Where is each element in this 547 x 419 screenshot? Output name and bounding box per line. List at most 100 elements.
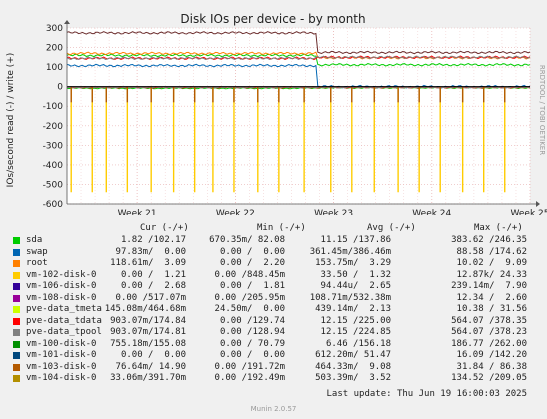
legend-name: vm-102-disk-0 — [26, 269, 97, 280]
y-tick-label: -500 — [43, 180, 64, 190]
y-tick-label: -400 — [43, 161, 64, 171]
legend-min: 0.00 /129.74 — [219, 315, 285, 326]
legend-min: 0.00 /192.49m — [214, 373, 285, 383]
legend-row-pve-data_tpool: pve-data_tpool 903.07m/174.81 0.00 /128.94… — [0, 327, 547, 338]
legend-swatch — [13, 271, 20, 279]
legend-row-root: root 118.61m/ 3.09 0.00 / 2.20 153.75m/ 3.2… — [0, 258, 547, 269]
legend-swatch — [13, 248, 20, 256]
y-tick-label: 300 — [46, 24, 63, 34]
chart: Disk IOs per device - by month IOs/secon… — [6, 12, 547, 215]
legend-min: 24.50m/ 0.00 — [214, 304, 285, 314]
legend-avg: 153.75m/ 3.29 — [315, 258, 391, 268]
legend-max: 383.62 /246.35 — [451, 235, 527, 245]
col-header-cur: Cur (-/+) — [140, 223, 189, 233]
legend-name: vm-103-disk-0 — [26, 361, 97, 372]
legend-cur: 0.00 / 0.00 — [120, 350, 186, 360]
plot-area: 300 200 100 0 -100 -200 -300 -400 -500 -600 Week 2… — [43, 20, 547, 215]
legend-avg: 12.15 /224.85 — [320, 327, 391, 337]
legend-max: 564.07 /378.23 — [451, 327, 527, 337]
legend-swatch — [13, 329, 20, 336]
x-axis-arrow — [536, 201, 540, 207]
series-line-write — [66, 63, 531, 89]
legend-name: vm-106-disk-0 — [26, 281, 97, 291]
legend-cur: 97.83m/ 0.00 — [115, 246, 186, 257]
legend-max: 31.84 / 86.38 — [456, 361, 527, 372]
legend-row-vm-103-disk-0: vm-103-disk-0 76.64m/ 14.90 0.00 /191.72m 4… — [0, 362, 547, 373]
legend-name: vm-100-disk-0 — [26, 338, 97, 349]
x-tick-label: Week 23 — [314, 209, 353, 215]
y-tick-label: 200 — [46, 44, 63, 54]
legend-row-vm-102-disk-0: vm-102-disk-0 0.00 / 1.21 0.00 /848.45m 33.… — [0, 270, 547, 281]
legend-max: 134.52 /209.05 — [451, 373, 527, 383]
legend-row-vm-108-disk-0: vm-108-disk-0 0.00 /517.07m 0.00 /205.95m 1… — [0, 293, 547, 304]
y-tick-label: 0 — [57, 83, 63, 93]
legend-swatch — [13, 237, 20, 244]
legend-avg: 11.15 /137.86 — [320, 235, 391, 245]
series-line-write — [66, 55, 531, 61]
legend-name: pve-data_tdata — [26, 315, 102, 326]
legend-name: sda — [26, 235, 43, 245]
legend-avg: 12.15 /225.00 — [320, 315, 391, 326]
legend-name: swap — [26, 246, 48, 257]
legend-min: 0.00 / 0.00 — [219, 350, 285, 360]
x-tick-label: Week 21 — [118, 209, 157, 215]
legend-avg: 464.33m/ 9.08 — [315, 361, 391, 372]
legend-max: 12.87k/ 24.33 — [456, 269, 527, 280]
legend-row-vm-106-disk-0: vm-106-disk-0 0.00 / 2.68 0.00 / 1.81 94.44… — [0, 281, 547, 292]
legend-name: root — [26, 258, 48, 268]
y-tick-label: -100 — [43, 102, 64, 112]
legend-swatch — [13, 317, 20, 325]
legend-row-pve-data_tdata: pve-data_tdata 903.07m/174.84 0.00 /129.74… — [0, 316, 547, 327]
legend-swatch — [13, 306, 20, 313]
legend-min: 0.00 /848.45m — [214, 269, 285, 280]
legend-swatch — [13, 283, 20, 290]
legend-row-sda: sda 1.82 /102.17 670.35m/ 82.08 11.15 /137.… — [0, 235, 547, 246]
munin-version: Munin 2.0.57 — [250, 405, 297, 413]
col-header-min: Min (-/+) — [257, 223, 306, 233]
x-tick-label: Week 22 — [216, 209, 255, 215]
col-header-max: Max (-/+) — [474, 223, 523, 233]
legend-swatch — [13, 260, 20, 267]
legend-min: 0.00 / 1.81 — [219, 281, 285, 291]
legend-max: 12.34 / 2.60 — [456, 292, 527, 303]
series-line-write — [66, 31, 531, 55]
legend-avg: 612.20m/ 51.47 — [315, 350, 391, 360]
legend-cur: 118.61m/ 3.09 — [110, 258, 186, 268]
legend-avg: 6.46 /156.18 — [325, 338, 391, 349]
legend-cur: 0.00 /517.07m — [115, 292, 186, 303]
legend-cur: 0.00 / 1.21 — [120, 269, 186, 280]
legend-cur: 903.07m/174.84 — [110, 315, 186, 326]
legend-avg: 503.39m/ 3.52 — [315, 373, 391, 383]
series-line-read — [66, 86, 531, 89]
legend-row-vm-104-disk-0: vm-104-disk-0 33.06m/391.70m 0.00 /192.49m… — [0, 373, 547, 384]
legend-min: 0.00 /191.72m — [214, 361, 285, 372]
legend-name: pve-data_tpool — [26, 327, 102, 337]
legend-row-swap: swap 97.83m/ 0.00 0.00 / 0.00 361.45m/386.4… — [0, 247, 547, 258]
legend-name: vm-101-disk-0 — [26, 350, 97, 360]
legend-max: 88.58 /174.62 — [456, 246, 527, 257]
legend-min: 0.00 /128.94 — [219, 327, 285, 337]
legend-max: 10.38 / 31.56 — [456, 304, 527, 314]
legend-min: 0.00 / 70.79 — [219, 338, 285, 349]
legend-name: pve-data_tmeta — [26, 304, 102, 314]
legend-cur: 1.82 /102.17 — [120, 235, 186, 245]
legend-row-vm-101-disk-0: vm-101-disk-0 0.00 / 0.00 0.00 / 0.00 612.2… — [0, 350, 547, 361]
legend-cur: 903.07m/174.81 — [110, 327, 186, 337]
y-tick-label: 100 — [46, 63, 63, 73]
legend-min: 670.35m/ 82.08 — [209, 235, 285, 245]
y-axis-arrow — [64, 20, 70, 24]
col-header-avg: Avg (-/+) — [367, 223, 416, 233]
legend-swatch — [13, 352, 20, 359]
legend-max: 186.77 /262.00 — [451, 338, 527, 349]
legend-cur: 755.18m/155.08 — [110, 338, 186, 349]
legend-swatch — [13, 363, 20, 371]
legend-row-vm-100-disk-0: vm-100-disk-0 755.18m/155.08 0.00 / 70.79 6… — [0, 339, 547, 350]
legend-cur: 76.64m/ 14.90 — [115, 361, 186, 372]
legend-row-pve-data_tmeta: pve-data_tmeta 145.08m/464.68m 24.50m/ 0.0… — [0, 304, 547, 315]
legend-avg: 108.71m/532.38m — [309, 292, 391, 303]
chart-title: Disk IOs per device - by month — [180, 12, 365, 26]
legend-swatch — [13, 375, 20, 382]
legend-swatch — [13, 294, 20, 302]
legend-avg: 94.44u/ 2.65 — [320, 281, 391, 291]
